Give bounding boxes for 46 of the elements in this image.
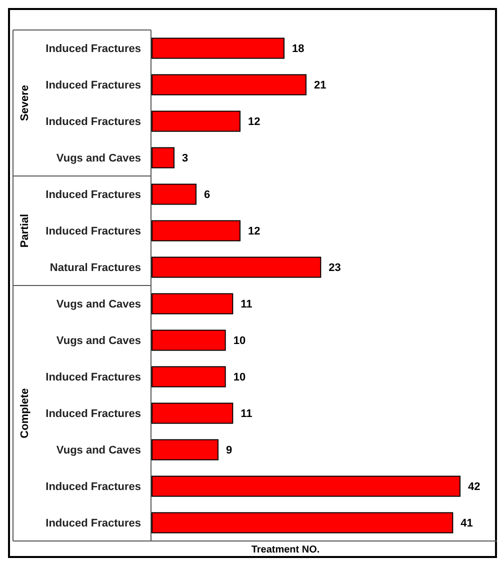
data-label: 10 xyxy=(233,335,246,348)
bar xyxy=(152,110,240,132)
y-tick-label: Induced Fractures xyxy=(46,116,141,128)
data-label: 6 xyxy=(204,189,210,202)
bar xyxy=(152,293,234,314)
bar xyxy=(152,476,460,497)
data-label: 9 xyxy=(226,444,232,457)
data-label: 11 xyxy=(240,298,252,311)
data-label: 18 xyxy=(292,43,304,56)
text: Severe xyxy=(18,84,31,122)
bar xyxy=(152,147,174,168)
y-tick-label: Induced Fractures xyxy=(46,43,141,56)
y-tick-label: Induced Fractures xyxy=(46,408,141,420)
text: Complete xyxy=(18,388,31,438)
bar xyxy=(152,402,234,424)
text: Partial xyxy=(18,214,31,248)
bar xyxy=(152,220,240,242)
bar xyxy=(152,256,322,278)
y-tick-label: Induced Fractures xyxy=(46,80,141,92)
bar xyxy=(152,184,196,205)
bar xyxy=(152,439,218,460)
data-label: 41 xyxy=(460,518,473,530)
data-label: 12 xyxy=(248,226,260,238)
y-tick-label: Vugs and Caves xyxy=(56,152,141,165)
y-tick-label: Vugs and Caves xyxy=(56,298,141,311)
bar xyxy=(152,74,306,96)
bar xyxy=(152,366,226,388)
data-label: 10 xyxy=(233,372,246,384)
y-tick-label: Induced Fractures xyxy=(46,226,141,238)
x-axis-title: Treatment NO. xyxy=(251,544,320,556)
y-tick-label: Induced Fractures xyxy=(46,372,141,384)
y-tick-label: Induced Fractures xyxy=(46,518,141,530)
data-label: 21 xyxy=(314,80,326,92)
data-label: 11 xyxy=(240,408,252,420)
data-label: 3 xyxy=(182,152,188,165)
y-tick-label: Natural Fractures xyxy=(50,262,141,274)
data-label: 23 xyxy=(328,262,341,274)
y-tick-label: Vugs and Caves xyxy=(56,335,141,348)
bar xyxy=(152,512,454,534)
bar xyxy=(152,38,284,59)
y-tick-label: Induced Fractures xyxy=(46,189,141,202)
bar xyxy=(152,330,226,351)
data-label: 42 xyxy=(468,481,480,494)
y-tick-label: Induced Fractures xyxy=(46,481,141,494)
y-tick-label: Vugs and Caves xyxy=(56,444,141,457)
data-label: 12 xyxy=(248,116,260,128)
